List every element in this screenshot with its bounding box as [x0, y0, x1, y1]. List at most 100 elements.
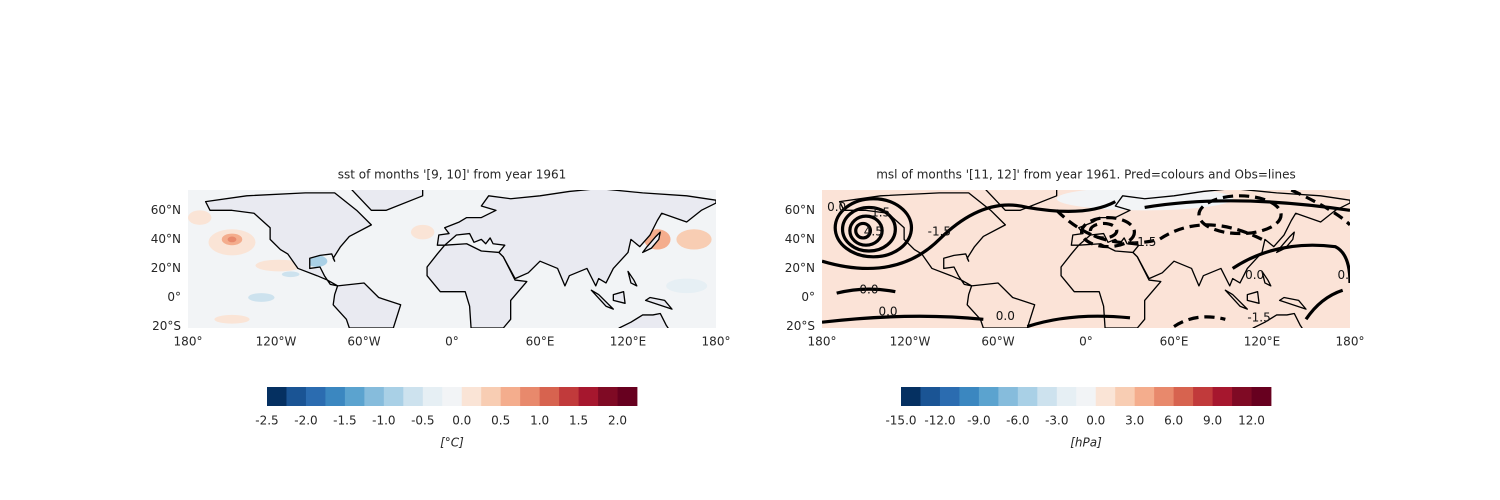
colorbar-bin — [1037, 387, 1058, 406]
colorbar-bin — [559, 387, 579, 406]
y-tick-label: 20°S — [152, 319, 181, 333]
colorbar-bin — [1134, 387, 1155, 406]
x-tick-label: 60°W — [347, 335, 380, 349]
y-tick-label: 20°N — [151, 261, 181, 275]
map-title: sst of months '[9, 10]' from year 1961 — [338, 168, 567, 182]
y-tick-label: 60°N — [151, 203, 181, 217]
colorbar-bin — [1251, 387, 1272, 406]
x-tick-label: 120°E — [1244, 335, 1281, 349]
colorbar-bin — [461, 387, 482, 406]
y-tick-label: 20°N — [785, 261, 815, 275]
colorbar-tick-label: 2.0 — [608, 414, 627, 428]
contour-label: 0.0 — [1245, 268, 1264, 282]
colorbar-tick-label: 0.0 — [452, 414, 471, 428]
colorbar-tick-label: -0.5 — [411, 414, 434, 428]
colorbar-label: [°C] — [440, 436, 464, 450]
colorbar-bin — [959, 387, 980, 406]
contour-label: 4.5 — [864, 225, 883, 239]
colorbar-bin — [520, 387, 541, 406]
x-tick-label: 60°E — [1160, 335, 1189, 349]
colorbar-bin — [1173, 387, 1194, 406]
colorbar-bin — [598, 387, 618, 406]
colorbar-bin — [325, 387, 346, 406]
colorbar-tick-label: 6.0 — [1164, 414, 1183, 428]
colorbar-tick-label: -12.0 — [924, 414, 955, 428]
colorbar-bin — [1017, 387, 1038, 406]
contour-label: 0.0 — [878, 305, 897, 319]
colorbar-bin — [1212, 387, 1233, 406]
contour-label: 0.0 — [996, 309, 1015, 323]
x-tick-label: 120°E — [610, 335, 647, 349]
contour-label: -1.5 — [1133, 235, 1156, 249]
colorbar-tick-label: -2.5 — [255, 414, 278, 428]
colorbar-bin — [578, 387, 599, 406]
x-tick-label: 120°W — [890, 335, 931, 349]
colorbar-bin — [1115, 387, 1136, 406]
colorbar-tick-label: -1.0 — [372, 414, 395, 428]
colorbar-bin — [286, 387, 307, 406]
colorbar-bin — [1193, 387, 1213, 406]
colorbar-tick-label: -3.0 — [1045, 414, 1068, 428]
x-tick-label: 180° — [174, 335, 203, 349]
colorbar-bin — [442, 387, 463, 406]
map-field — [188, 187, 716, 329]
x-tick-label: 180° — [1336, 335, 1365, 349]
colorbar-bin — [1076, 387, 1097, 406]
map-area: 0.0 1.54.5 -1.50.00.0 0.0-1.50.0-1.50.0 — [822, 187, 1357, 329]
y-tick-label: 40°N — [151, 232, 181, 246]
colorbar-tick-label: -1.5 — [333, 414, 356, 428]
colorbar-bin — [1095, 387, 1116, 406]
colorbar-bin — [344, 387, 365, 406]
contour-label: 0.0 — [827, 200, 846, 214]
colorbar-tick-label: 12.0 — [1238, 414, 1265, 428]
x-tick-label: 60°E — [526, 335, 555, 349]
y-tick-label: 0° — [801, 290, 815, 304]
x-tick-label: 60°W — [981, 335, 1014, 349]
colorbar-tick-label: -9.0 — [967, 414, 990, 428]
x-tick-label: 0° — [1079, 335, 1093, 349]
x-tick-label: 0° — [445, 335, 459, 349]
colorbar-tick-label: -15.0 — [885, 414, 916, 428]
colorbar-bin — [364, 387, 385, 406]
x-tick-label: 180° — [808, 335, 837, 349]
colorbar-bin — [500, 387, 521, 406]
map-title: msl of months '[11, 12]' from year 1961.… — [876, 168, 1296, 182]
colorbar-tick-label: -2.0 — [294, 414, 317, 428]
colorbar-bin — [1154, 387, 1175, 406]
colorbar-bin — [1232, 387, 1252, 406]
colorbar-bin — [305, 387, 326, 406]
y-tick-label: 0° — [167, 290, 181, 304]
colorbar-tick-label: 9.0 — [1203, 414, 1222, 428]
colorbar-bin — [383, 387, 404, 406]
y-tick-label: 60°N — [785, 203, 815, 217]
colorbar-bin — [481, 387, 502, 406]
contour-label: -1.5 — [928, 225, 951, 239]
contour-label: 0.0 — [859, 283, 878, 297]
colorbar-tick-label: 3.0 — [1125, 414, 1144, 428]
colorbar-label: [hPa] — [1070, 436, 1102, 450]
colorbar-bin — [920, 387, 941, 406]
x-tick-label: 120°W — [256, 335, 297, 349]
y-tick-label: 40°N — [785, 232, 815, 246]
colorbar-bin — [617, 387, 638, 406]
contour-label: 1.5 — [871, 206, 890, 220]
colorbar-bin — [978, 387, 999, 406]
contour-label: -1.5 — [1247, 310, 1270, 324]
map-area — [188, 187, 716, 329]
colorbar-bin — [1056, 387, 1077, 406]
contour-label: 0.0 — [1338, 268, 1357, 282]
colorbar-tick-label: -6.0 — [1006, 414, 1029, 428]
colorbar-tick-label: 1.0 — [530, 414, 549, 428]
colorbar-bin — [267, 387, 287, 406]
colorbar-bin — [422, 387, 443, 406]
colorbar-tick-label: 0.5 — [491, 414, 510, 428]
colorbar-tick-label: 1.5 — [569, 414, 588, 428]
colorbar-bin — [998, 387, 1019, 406]
colorbar-tick-label: 0.0 — [1086, 414, 1105, 428]
y-tick-label: 20°S — [786, 319, 815, 333]
colorbar-bin — [403, 387, 424, 406]
map-field — [822, 187, 1350, 329]
colorbar-bin — [539, 387, 560, 406]
colorbar-bin — [901, 387, 921, 406]
